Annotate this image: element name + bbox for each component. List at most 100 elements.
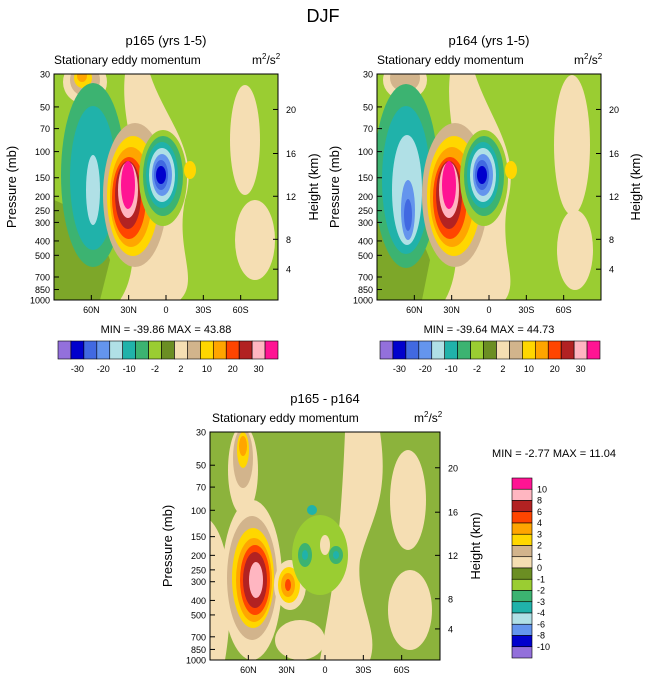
x-tick-label: 0 — [322, 665, 327, 675]
height-axis-ticks: 20 16 12 8 4 — [435, 463, 458, 634]
colorbar-box — [511, 623, 533, 636]
y2-tick-label: 12 — [286, 192, 296, 202]
y-tick-label: 200 — [35, 192, 50, 202]
x-tick-label: 60N — [240, 665, 257, 675]
colorbar-box — [392, 340, 407, 360]
colorbar-label: -2 — [473, 364, 481, 374]
colorbar-box — [511, 635, 533, 648]
colorbar-label: -30 — [71, 364, 84, 374]
x-tick-label: 60S — [233, 305, 249, 315]
y-tick-label: 30 — [40, 70, 50, 80]
y-tick-label: 30 — [196, 428, 206, 438]
colorbar-label: 2 — [178, 364, 183, 374]
colorbar-label: 10 — [537, 484, 547, 494]
figure-title: DJF — [307, 6, 340, 26]
y-tick-label: 500 — [191, 610, 206, 620]
contour-negative-cell — [292, 515, 348, 595]
y-tick-label: 50 — [363, 102, 373, 112]
colorbar-label: -10 — [445, 364, 458, 374]
colorbar-label: 1 — [537, 552, 542, 562]
y2-tick-label: 12 — [448, 551, 458, 561]
x-tick-label: 30N — [443, 305, 460, 315]
y-tick-label: 100 — [35, 147, 50, 157]
colorbar-label: 30 — [576, 364, 586, 374]
x-tick-label: 60S — [394, 665, 410, 675]
y2-tick-label: 8 — [448, 594, 453, 604]
colorbar-box — [174, 340, 188, 360]
y2-tick-label: 8 — [609, 235, 614, 245]
positive-zone — [320, 432, 383, 660]
colorbar-box — [405, 340, 420, 360]
y-tick-label: 400 — [35, 236, 50, 246]
colorbar-box — [96, 340, 111, 360]
colorbar-label: -4 — [537, 608, 545, 618]
colorbar-label: 10 — [202, 364, 212, 374]
colorbar-label: 6 — [537, 507, 542, 517]
y-tick-label: 850 — [35, 285, 50, 295]
colorbar-box — [109, 340, 124, 360]
colorbar-box — [522, 340, 536, 360]
y2-tick-label: 16 — [609, 149, 619, 159]
y2-axis-label: Height (km) — [468, 512, 483, 579]
colorbar-label: -6 — [537, 619, 545, 629]
colorbar-box — [251, 340, 266, 360]
y-axis-label: Pressure (mb) — [160, 505, 175, 587]
y-tick-label: 70 — [363, 124, 373, 134]
latitude-axis-ticks: 60N 30N 0 30S 60S — [83, 295, 249, 315]
colorbar-label: -10 — [123, 364, 136, 374]
x-tick-label: 30S — [518, 305, 534, 315]
y2-tick-label: 16 — [448, 508, 458, 518]
colorbar-label: 20 — [550, 364, 560, 374]
panel-title: p165 - p164 — [290, 391, 359, 406]
y2-tick-label: 20 — [286, 105, 296, 115]
colorbar-box — [534, 340, 549, 360]
y-tick-label: 50 — [196, 461, 206, 471]
colorbar-box — [161, 340, 175, 360]
colorbar-box — [511, 511, 533, 524]
colorbar-label: 8 — [537, 496, 542, 506]
height-axis-ticks: 20 16 12 8 4 — [596, 105, 619, 275]
latitude-axis-ticks: 60N 30N 0 30S 60S — [240, 655, 410, 675]
y-tick-label: 100 — [191, 506, 206, 516]
x-tick-label: 30N — [278, 665, 295, 675]
y-tick-label: 700 — [358, 273, 373, 283]
units-label: m2/s2 — [574, 52, 603, 67]
colorbar-box — [418, 340, 433, 360]
colorbar-box — [70, 340, 85, 360]
colorbar-box — [511, 488, 533, 501]
contour-weak-positive — [388, 570, 432, 650]
y-tick-label: 250 — [358, 206, 373, 216]
colorbar-box — [225, 340, 240, 360]
contour-weak-positive — [230, 85, 260, 195]
y-tick-label: 30 — [363, 70, 373, 80]
colorbar-box — [83, 340, 98, 360]
panel-title: p164 (yrs 1-5) — [449, 33, 530, 48]
colorbar-box — [511, 578, 533, 591]
colorbar-box — [511, 500, 533, 513]
panel-difference: p165 - p164 Stationary eddy momentum m2/… — [160, 391, 616, 675]
height-axis-ticks: 20 16 12 8 4 — [273, 105, 296, 275]
colorbar-box — [511, 522, 533, 535]
colorbar-box — [264, 340, 279, 360]
y-tick-label: 300 — [191, 577, 206, 587]
colorbar-box — [511, 646, 533, 659]
colorbar-box — [200, 340, 214, 360]
y2-tick-label: 4 — [609, 265, 614, 275]
x-tick-label: 30N — [120, 305, 137, 315]
colorbar-label: -2 — [151, 364, 159, 374]
colorbar-box — [148, 340, 162, 360]
y-tick-label: 50 — [40, 102, 50, 112]
y-tick-label: 70 — [40, 124, 50, 134]
colorbar-box — [511, 567, 533, 580]
y-tick-label: 150 — [191, 532, 206, 542]
colorbar-label: 10 — [524, 364, 534, 374]
colorbar-box — [444, 340, 458, 360]
colorbar-box — [511, 612, 533, 625]
colorbar-box — [547, 340, 562, 360]
units-label: m2/s2 — [414, 410, 443, 425]
colorbar-label: 4 — [537, 518, 542, 528]
y2-tick-label: 20 — [448, 463, 458, 473]
colorbar-label: -1 — [537, 574, 545, 584]
